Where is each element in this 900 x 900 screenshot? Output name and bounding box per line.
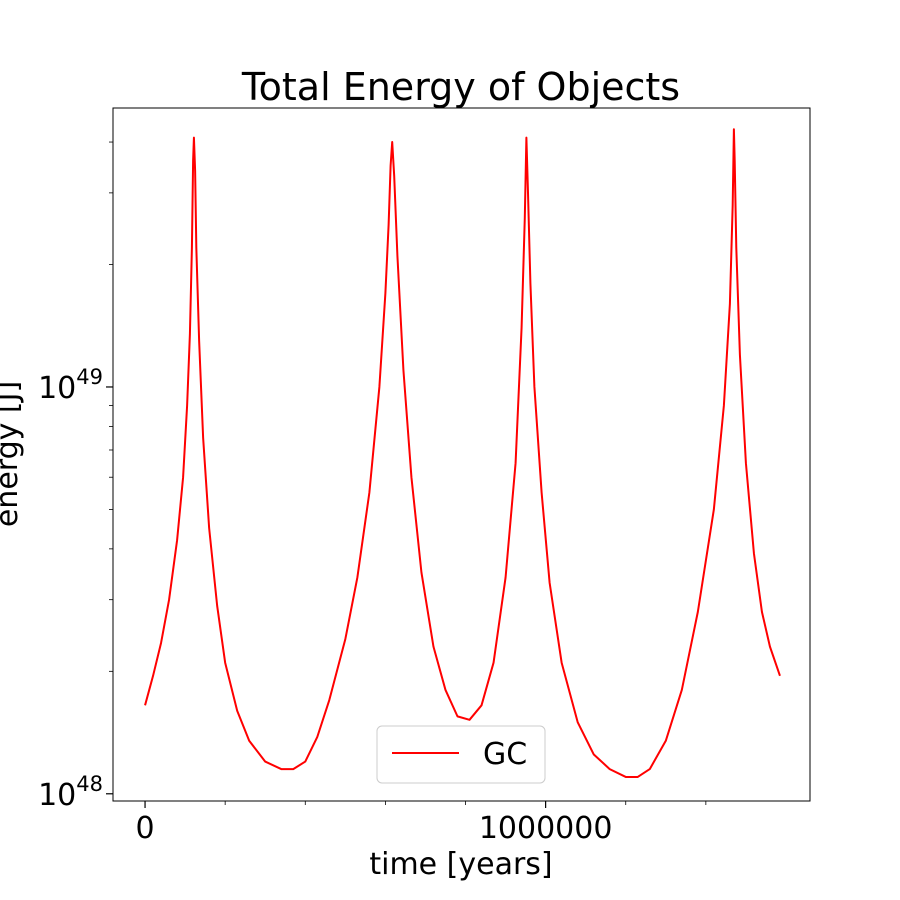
chart-title: Total Energy of Objects bbox=[241, 65, 680, 109]
series-layer bbox=[144, 128, 781, 778]
legend: GC bbox=[376, 725, 546, 784]
plot-area-frame bbox=[112, 107, 811, 802]
y-tick-label-exponent: 49 bbox=[76, 365, 103, 389]
y-tick-label: 1048 bbox=[38, 772, 103, 813]
x-axis-label: time [years] bbox=[369, 847, 552, 882]
legend-box bbox=[376, 725, 546, 784]
x-tick-label: 0 bbox=[135, 811, 154, 846]
y-tick-label-base: 10 bbox=[38, 371, 76, 406]
y-tick-label-exponent: 48 bbox=[76, 772, 103, 796]
axis-ticks bbox=[106, 141, 707, 808]
series-line-gc bbox=[144, 128, 781, 778]
y-tick-label-base: 10 bbox=[38, 778, 76, 813]
x-tick-label: 1000000 bbox=[479, 811, 613, 846]
y-axis-label: energy [J] bbox=[0, 381, 25, 527]
legend-label-gc: GC bbox=[483, 737, 527, 772]
y-tick-label: 1049 bbox=[38, 365, 103, 406]
